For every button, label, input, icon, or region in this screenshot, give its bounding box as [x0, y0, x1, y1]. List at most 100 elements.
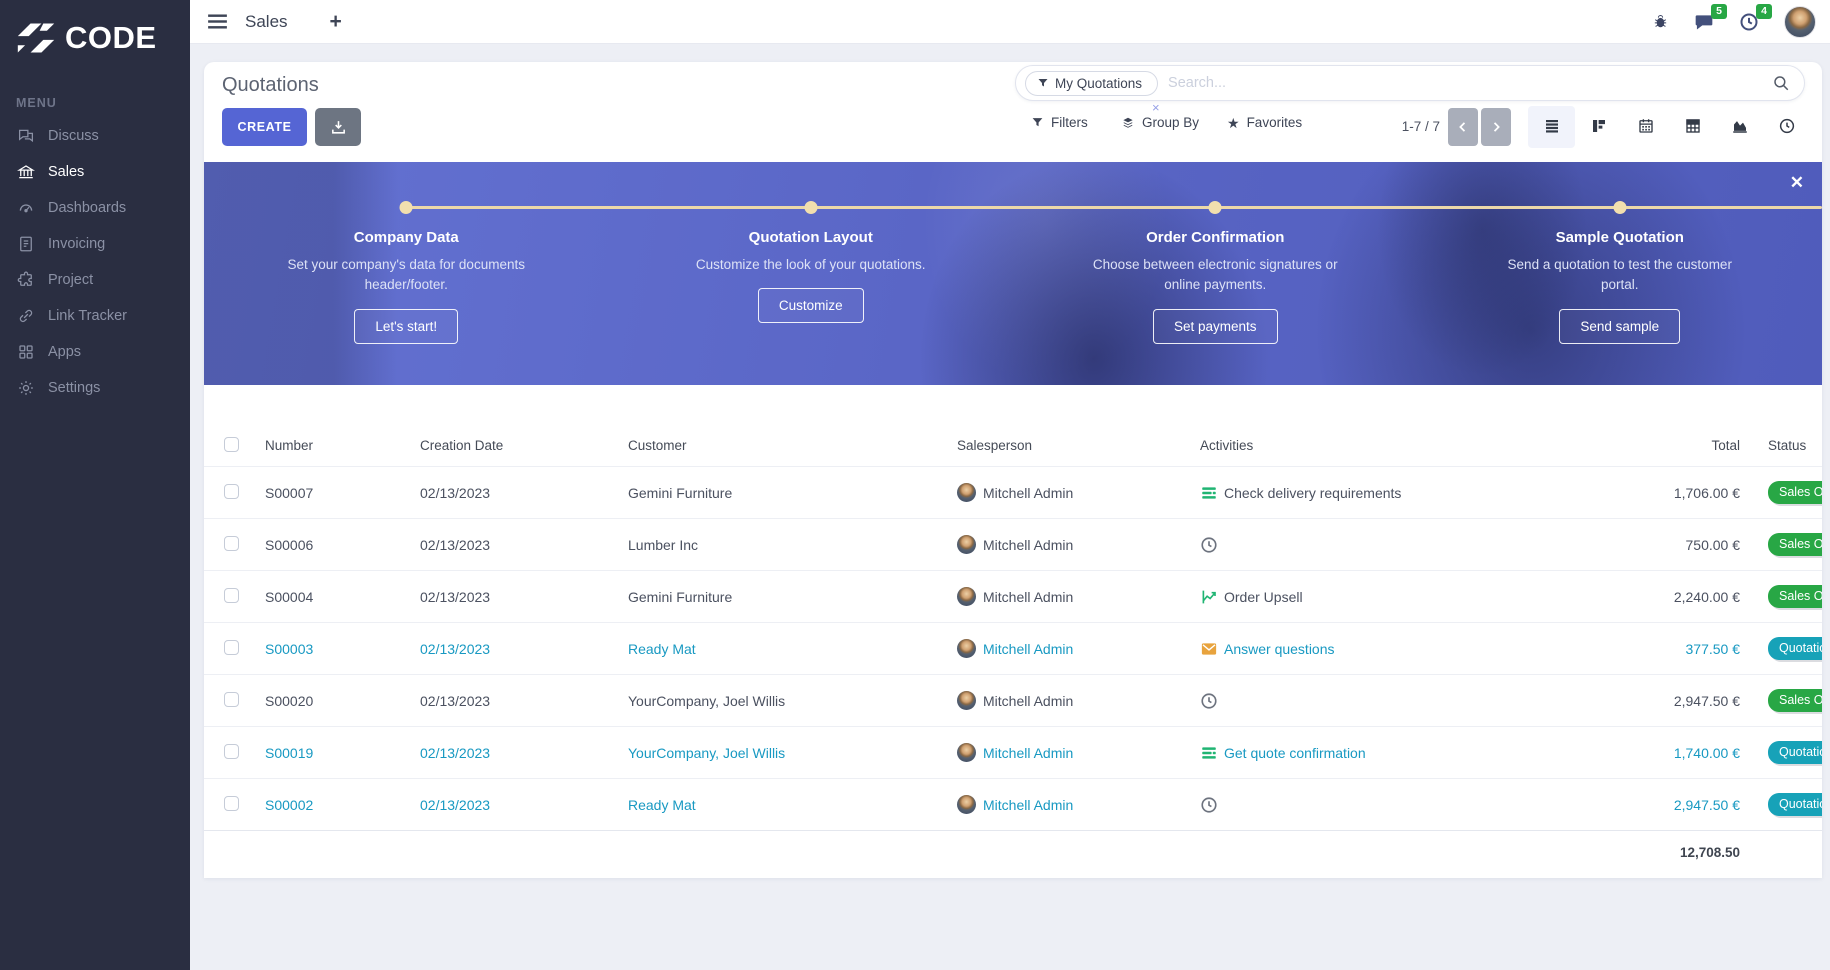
cell-total[interactable]: 1,706.00 €	[1673, 484, 1740, 501]
column-header-customer[interactable]: Customer	[628, 438, 687, 453]
create-button[interactable]: CREATE	[222, 108, 307, 146]
cell-number[interactable]: S00007	[265, 484, 314, 501]
table-row[interactable]: S00007 02/13/2023 Gemini Furniture Mitchell…	[204, 466, 1822, 518]
sidebar-item-discuss[interactable]: Discuss	[0, 118, 190, 154]
cell-activities[interactable]: Answer questions	[1200, 640, 1624, 658]
cell-status[interactable]: Sales Order	[1748, 585, 1822, 608]
banner-close-icon[interactable]: ✕	[1789, 173, 1804, 192]
cell-salesperson[interactable]: Mitchell Admin	[957, 639, 1200, 658]
cell-number[interactable]: S00003	[265, 640, 314, 657]
set-payments-button[interactable]: Set payments	[1152, 308, 1278, 344]
sidebar-item-project[interactable]: Project	[0, 262, 190, 298]
view-graph-button[interactable]	[1716, 106, 1763, 148]
activities-clock-icon[interactable]: 4	[1739, 3, 1772, 32]
cell-customer[interactable]: Lumber Inc	[628, 536, 699, 553]
cell-number[interactable]: S00019	[265, 744, 314, 761]
filters-button[interactable]: Filters	[1031, 115, 1088, 130]
table-row[interactable]: S00006 02/13/2023 Lumber Inc Mitchell Admin…	[204, 518, 1822, 570]
search-facet-my-quotations[interactable]: My Quotations	[1025, 70, 1159, 96]
pager-previous-button[interactable]	[1448, 108, 1478, 146]
search-icon[interactable]	[1772, 74, 1790, 92]
cell-status[interactable]: Sales Order	[1748, 533, 1822, 556]
column-header-creation-date[interactable]: Creation Date	[420, 438, 504, 453]
cell-total[interactable]: 2,947.50 €	[1673, 796, 1740, 813]
view-calendar-button[interactable]	[1622, 106, 1669, 148]
debug-bug-icon[interactable]	[1652, 13, 1669, 30]
column-header-activities[interactable]: Activities	[1200, 438, 1254, 453]
cell-total[interactable]: 2,240.00 €	[1673, 588, 1740, 605]
cell-activities[interactable]: Order Upsell	[1200, 588, 1624, 606]
cell-status[interactable]: Sales Order	[1748, 689, 1822, 712]
cell-status[interactable]: Sales Order	[1748, 481, 1822, 504]
cell-creation-date[interactable]: 02/13/2023	[420, 744, 491, 761]
sidebar-item-settings[interactable]: Settings	[0, 370, 190, 406]
cell-activities[interactable]	[1200, 692, 1624, 710]
table-row[interactable]: S00019 02/13/2023 YourCompany, Joel Willis…	[204, 726, 1822, 778]
column-header-number[interactable]: Number	[265, 438, 314, 453]
row-checkbox[interactable]	[224, 535, 239, 551]
cell-activities[interactable]: Get quote confirmation	[1200, 744, 1624, 762]
table-row[interactable]: S00004 02/13/2023 Gemini Furniture Mitchell…	[204, 570, 1822, 622]
cell-customer[interactable]: Gemini Furniture	[628, 588, 733, 605]
cell-number[interactable]: S00006	[265, 536, 314, 553]
view-kanban-button[interactable]	[1575, 106, 1622, 148]
cell-status[interactable]: Quotation	[1748, 637, 1822, 660]
sidebar-item-link-tracker[interactable]: Link Tracker	[0, 298, 190, 334]
cell-activities[interactable]: Check delivery requirements	[1200, 484, 1624, 502]
group-by-button[interactable]: Group By	[1121, 115, 1199, 130]
user-avatar[interactable]	[1784, 5, 1816, 38]
cell-salesperson[interactable]: Mitchell Admin	[957, 587, 1200, 606]
cell-salesperson[interactable]: Mitchell Admin	[957, 691, 1200, 710]
row-checkbox[interactable]	[224, 743, 239, 759]
cell-customer[interactable]: YourCompany, Joel Willis	[628, 744, 786, 761]
let-s-start-button[interactable]: Let's start!	[354, 308, 459, 344]
pager-next-button[interactable]	[1481, 108, 1511, 146]
cell-salesperson[interactable]: Mitchell Admin	[957, 483, 1200, 502]
column-header-total[interactable]: Total	[1711, 438, 1740, 453]
cell-customer[interactable]: Gemini Furniture	[628, 484, 733, 501]
messages-icon[interactable]: 5	[1694, 3, 1727, 32]
table-row[interactable]: S00002 02/13/2023 Ready Mat Mitchell Admin 2…	[204, 778, 1822, 830]
cell-creation-date[interactable]: 02/13/2023	[420, 588, 491, 605]
sidebar-item-sales[interactable]: Sales	[0, 154, 190, 190]
cell-customer[interactable]: Ready Mat	[628, 796, 696, 813]
cell-total[interactable]: 750.00 €	[1685, 536, 1741, 553]
row-checkbox[interactable]	[224, 483, 239, 499]
table-row[interactable]: S00020 02/13/2023 YourCompany, Joel Willis…	[204, 674, 1822, 726]
column-header-status[interactable]: Status	[1768, 438, 1807, 453]
cell-total[interactable]: 1,740.00 €	[1673, 744, 1740, 761]
hamburger-menu-icon[interactable]	[202, 10, 233, 33]
sidebar-item-apps[interactable]: Apps	[0, 334, 190, 370]
row-checkbox[interactable]	[224, 691, 239, 707]
cell-number[interactable]: S00004	[265, 588, 314, 605]
facet-remove-button[interactable]: ×	[1152, 100, 1160, 115]
cell-activities[interactable]	[1200, 796, 1624, 814]
brand-logo[interactable]: CODE	[0, 0, 190, 56]
cell-customer[interactable]: YourCompany, Joel Willis	[628, 692, 786, 709]
new-tab-button[interactable]: +	[329, 10, 342, 33]
cell-total[interactable]: 377.50 €	[1685, 640, 1741, 657]
row-checkbox[interactable]	[224, 639, 239, 655]
search-input[interactable]	[1168, 75, 1772, 91]
view-activity-button[interactable]	[1763, 106, 1810, 148]
cell-salesperson[interactable]: Mitchell Admin	[957, 535, 1200, 554]
cell-status[interactable]: Quotation	[1748, 793, 1822, 816]
view-pivot-button[interactable]	[1669, 106, 1716, 148]
cell-customer[interactable]: Ready Mat	[628, 640, 696, 657]
sidebar-item-invoicing[interactable]: Invoicing	[0, 226, 190, 262]
app-title[interactable]: Sales	[245, 11, 288, 31]
cell-creation-date[interactable]: 02/13/2023	[420, 484, 491, 501]
row-checkbox[interactable]	[224, 587, 239, 603]
send-sample-button[interactable]: Send sample	[1559, 308, 1681, 344]
table-row[interactable]: S00003 02/13/2023 Ready Mat Mitchell Admin A…	[204, 622, 1822, 674]
favorites-button[interactable]: ★ Favorites	[1227, 115, 1302, 130]
select-all-checkbox[interactable]	[224, 436, 239, 452]
cell-creation-date[interactable]: 02/13/2023	[420, 640, 491, 657]
export-download-button[interactable]	[315, 108, 361, 146]
sidebar-item-dashboards[interactable]: Dashboards	[0, 190, 190, 226]
cell-activities[interactable]	[1200, 536, 1624, 554]
cell-creation-date[interactable]: 02/13/2023	[420, 692, 491, 709]
cell-creation-date[interactable]: 02/13/2023	[420, 796, 491, 813]
cell-salesperson[interactable]: Mitchell Admin	[957, 743, 1200, 762]
cell-salesperson[interactable]: Mitchell Admin	[957, 795, 1200, 814]
